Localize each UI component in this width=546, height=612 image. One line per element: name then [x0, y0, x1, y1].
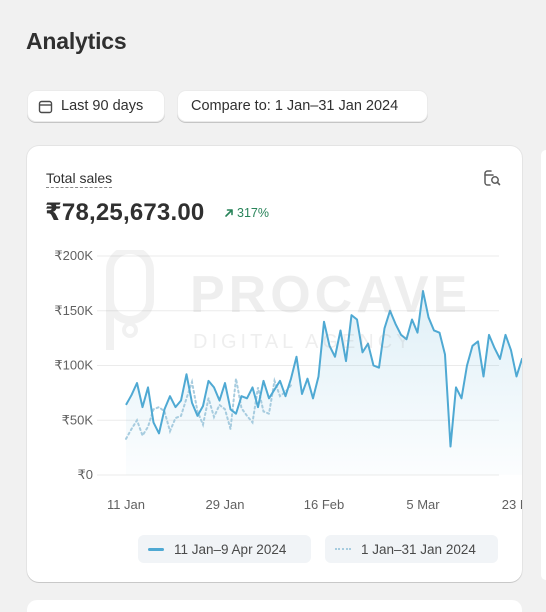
legend-swatch-solid: [148, 547, 164, 551]
x-tick-label: 11 Jan: [107, 497, 145, 512]
series-line-previous: [125, 376, 292, 440]
series-area-fill: [126, 291, 522, 475]
y-tick-label: ₹50K: [62, 412, 94, 427]
adjacent-card-edge: [541, 150, 546, 580]
legend-label-current: 11 Jan–9 Apr 2024: [174, 541, 287, 557]
y-tick-label: ₹150K: [54, 303, 93, 318]
next-card-edge: [27, 600, 522, 612]
metric-label[interactable]: Total sales: [46, 170, 113, 188]
arrow-up-right-icon: [225, 209, 233, 217]
metric-change: 317%: [224, 206, 269, 220]
y-tick-label: ₹0: [77, 467, 93, 482]
metric-change-value: 317%: [237, 206, 269, 220]
x-tick-label: 16 Feb: [304, 497, 344, 512]
y-tick-label: ₹200K: [54, 248, 93, 263]
date-range-label: Last 90 days: [61, 98, 144, 114]
page-title: Analytics: [26, 28, 127, 54]
x-tick-label: 5 Mar: [406, 497, 440, 512]
legend-swatch-dotted: [335, 548, 351, 550]
legend-item-previous[interactable]: 1 Jan–31 Jan 2024: [325, 535, 498, 563]
metric-value: ₹78,25,673.00: [45, 199, 205, 226]
chart-zoom-icon[interactable]: [482, 168, 502, 188]
series-line-current: [125, 290, 522, 448]
y-tick-label: ₹100K: [54, 358, 93, 373]
calendar-icon: [38, 99, 53, 114]
legend-item-current[interactable]: 11 Jan–9 Apr 2024: [138, 535, 311, 563]
date-range-button[interactable]: Last 90 days: [27, 90, 165, 122]
sales-line-chart: ₹200K ₹150K ₹100K ₹50K ₹0 11 Jan 29 Jan 16 Feb…: [54, 248, 522, 512]
compare-button[interactable]: Compare to: 1 Jan–31 Jan 2024: [177, 90, 428, 122]
x-tick-label: 29 Jan: [205, 497, 244, 512]
x-tick-label: 23 Mar: [502, 497, 522, 512]
legend-label-previous: 1 Jan–31 Jan 2024: [361, 541, 476, 557]
total-sales-card: Total sales ₹78,25,673.00 317% ₹200K ₹150…: [27, 146, 522, 582]
compare-label: Compare to: 1 Jan–31 Jan 2024: [191, 98, 399, 114]
